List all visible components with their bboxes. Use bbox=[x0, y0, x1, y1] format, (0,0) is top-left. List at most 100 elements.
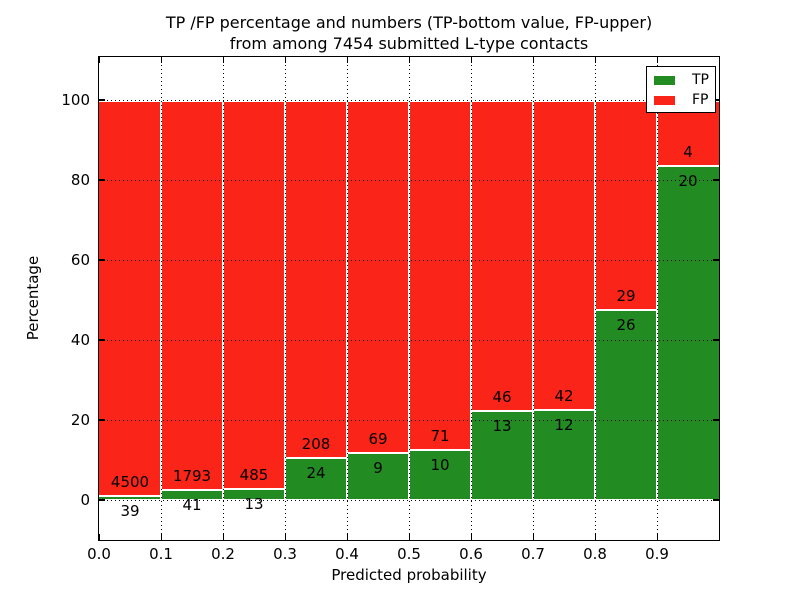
tp-count-label-1: 41 bbox=[182, 496, 202, 515]
tp-count-label-7: 12 bbox=[554, 416, 574, 435]
x-tick-top bbox=[532, 57, 534, 63]
bar-boundary-edge-7 bbox=[533, 409, 595, 412]
y-tick-right bbox=[713, 259, 719, 261]
chart-title-line2: from among 7454 submitted L-type contact… bbox=[229, 34, 589, 53]
x-tick-top bbox=[346, 57, 348, 63]
bar-boundary-edge-0 bbox=[99, 494, 161, 497]
bar-boundary-edge-2 bbox=[223, 487, 285, 490]
horizontal-gridline-20 bbox=[99, 419, 719, 421]
fp-count-label-6: 46 bbox=[492, 387, 512, 406]
bar-segment-fp-0 bbox=[99, 100, 161, 497]
vertical-gridline-0.2 bbox=[223, 57, 224, 540]
x-tick-top bbox=[222, 57, 224, 63]
x-tick-bottom bbox=[656, 534, 658, 540]
vertical-gridline-0.4 bbox=[347, 57, 348, 540]
fp-count-label-4: 69 bbox=[368, 429, 388, 448]
bar-segment-tp-4 bbox=[347, 453, 409, 500]
x-tick-bottom bbox=[284, 534, 286, 540]
bar-segment-fp-4 bbox=[347, 100, 409, 454]
x-tick-bottom bbox=[346, 534, 348, 540]
fp-legend-label: FP bbox=[692, 92, 709, 108]
y-axis-label: Percentage bbox=[24, 255, 42, 341]
x-tick-bottom bbox=[532, 534, 534, 540]
bar-boundary-edge-9 bbox=[657, 164, 719, 167]
vertical-gridline-0.9 bbox=[657, 57, 658, 540]
horizontal-gridline-40 bbox=[99, 339, 719, 341]
y-tick-label-20: 20 bbox=[70, 411, 90, 429]
y-tick-label-100: 100 bbox=[61, 91, 90, 109]
y-tick-label-80: 80 bbox=[70, 171, 90, 189]
x-tick-label-0.9: 0.9 bbox=[645, 545, 669, 563]
x-tick-label-0.3: 0.3 bbox=[273, 545, 297, 563]
tp-count-label-9: 20 bbox=[678, 171, 698, 190]
tp-count-label-4: 9 bbox=[373, 458, 383, 477]
x-tick-top bbox=[470, 57, 472, 63]
bar-segment-fp-1 bbox=[161, 100, 223, 492]
vertical-gridline-0.1 bbox=[161, 57, 162, 540]
bar-segment-tp-0 bbox=[99, 496, 161, 500]
y-tick-right bbox=[713, 179, 719, 181]
bar-segment-tp-1 bbox=[161, 491, 223, 500]
bar-segment-tp-2 bbox=[223, 489, 285, 500]
x-tick-bottom bbox=[594, 534, 596, 540]
bar-segment-tp-3 bbox=[285, 458, 347, 500]
y-tick-left bbox=[99, 339, 105, 341]
x-tick-label-0.5: 0.5 bbox=[397, 545, 421, 563]
tp-count-label-0: 39 bbox=[120, 501, 140, 520]
bar-boundary-edge-3 bbox=[285, 456, 347, 459]
x-tick-top bbox=[594, 57, 596, 63]
bar-segment-tp-5 bbox=[409, 450, 471, 500]
tp-legend-swatch-icon bbox=[654, 75, 675, 85]
bar-boundary-edge-8 bbox=[595, 308, 657, 311]
tp-count-label-6: 13 bbox=[492, 416, 512, 435]
x-tick-top bbox=[160, 57, 162, 63]
bar-segment-fp-2 bbox=[223, 100, 285, 490]
fp-count-label-5: 71 bbox=[430, 426, 450, 445]
x-tick-bottom bbox=[470, 534, 472, 540]
fp-count-label-7: 42 bbox=[554, 387, 574, 406]
y-tick-left bbox=[99, 179, 105, 181]
x-tick-label-0.8: 0.8 bbox=[583, 545, 607, 563]
bar-segment-fp-6 bbox=[471, 100, 533, 412]
vertical-gridline-0.3 bbox=[285, 57, 286, 540]
x-tick-label-0.1: 0.1 bbox=[149, 545, 173, 563]
fp-count-label-9: 4 bbox=[683, 142, 693, 161]
bar-segment-tp-7 bbox=[533, 411, 595, 500]
horizontal-gridline-100 bbox=[99, 99, 719, 101]
fp-count-label-3: 208 bbox=[301, 434, 331, 453]
x-tick-top bbox=[656, 57, 658, 63]
bar-segment-fp-5 bbox=[409, 100, 471, 451]
bar-segment-fp-7 bbox=[533, 100, 595, 412]
bar-segment-tp-9 bbox=[657, 166, 719, 500]
fp-count-label-2: 485 bbox=[239, 465, 269, 484]
x-tick-bottom bbox=[98, 534, 100, 540]
y-tick-left bbox=[99, 499, 105, 501]
x-tick-top bbox=[98, 57, 100, 63]
x-axis-label: Predicted probability bbox=[331, 566, 487, 584]
bar-boundary-edge-6 bbox=[471, 409, 533, 412]
vertical-gridline-0.6 bbox=[471, 57, 472, 540]
bar-segment-tp-8 bbox=[595, 310, 657, 500]
legend-entry-fp: FP bbox=[647, 90, 715, 110]
bar-segment-tp-6 bbox=[471, 411, 533, 500]
x-tick-bottom bbox=[160, 534, 162, 540]
horizontal-gridline-0 bbox=[99, 499, 719, 501]
x-tick-bottom bbox=[408, 534, 410, 540]
fp-count-label-1: 1793 bbox=[172, 467, 212, 486]
y-tick-right bbox=[713, 419, 719, 421]
legend-entry-tp: TP bbox=[647, 70, 715, 90]
legend: TP FP bbox=[646, 66, 716, 113]
bar-segment-fp-3 bbox=[285, 100, 347, 459]
x-tick-label-0.2: 0.2 bbox=[211, 545, 235, 563]
tp-count-label-3: 24 bbox=[306, 463, 326, 482]
fp-count-label-0: 4500 bbox=[110, 472, 150, 491]
x-tick-label-0.4: 0.4 bbox=[335, 545, 359, 563]
y-tick-label-40: 40 bbox=[70, 331, 90, 349]
y-tick-left bbox=[99, 99, 105, 101]
x-tick-label-0.7: 0.7 bbox=[521, 545, 545, 563]
horizontal-gridline-80 bbox=[99, 179, 719, 181]
x-tick-label-0.6: 0.6 bbox=[459, 545, 483, 563]
y-tick-right bbox=[713, 99, 719, 101]
tp-legend-label: TP bbox=[692, 72, 709, 88]
fp-legend-swatch-icon bbox=[654, 95, 675, 105]
